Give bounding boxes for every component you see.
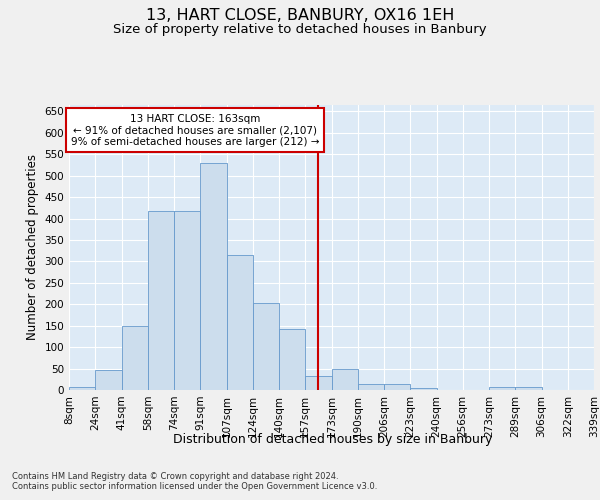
Text: 13 HART CLOSE: 163sqm
← 91% of detached houses are smaller (2,107)
9% of semi-de: 13 HART CLOSE: 163sqm ← 91% of detached …	[71, 114, 319, 147]
Bar	[253, 302, 279, 390]
Bar	[489, 387, 515, 390]
Bar	[358, 384, 384, 390]
Bar	[227, 255, 253, 390]
Bar	[200, 163, 227, 390]
Text: 13, HART CLOSE, BANBURY, OX16 1EH: 13, HART CLOSE, BANBURY, OX16 1EH	[146, 8, 454, 22]
Text: Distribution of detached houses by size in Banbury: Distribution of detached houses by size …	[173, 432, 493, 446]
Text: Size of property relative to detached houses in Banbury: Size of property relative to detached ho…	[113, 22, 487, 36]
Bar	[331, 370, 358, 390]
Bar	[69, 386, 95, 390]
Y-axis label: Number of detached properties: Number of detached properties	[26, 154, 39, 340]
Bar	[384, 384, 410, 390]
Bar	[515, 386, 542, 390]
Text: Contains public sector information licensed under the Open Government Licence v3: Contains public sector information licen…	[12, 482, 377, 491]
Bar	[174, 212, 200, 390]
Bar	[121, 326, 148, 390]
Text: Contains HM Land Registry data © Crown copyright and database right 2024.: Contains HM Land Registry data © Crown c…	[12, 472, 338, 481]
Bar	[148, 211, 174, 390]
Bar	[410, 388, 437, 390]
Bar	[279, 329, 305, 390]
Bar	[305, 376, 331, 390]
Bar	[95, 370, 121, 390]
